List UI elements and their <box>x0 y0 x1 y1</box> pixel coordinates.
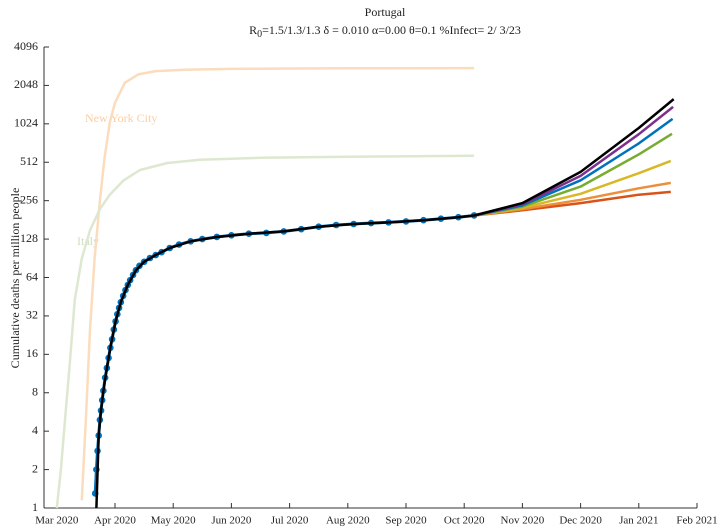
x-tick-label: Feb 2021 <box>676 515 717 527</box>
y-tick-label: 64 <box>26 269 38 283</box>
x-tick-label: Oct 2020 <box>444 515 485 527</box>
x-tick-label: Jun 2020 <box>211 515 252 527</box>
y-tick-label: 4 <box>32 423 38 437</box>
y-tick-label: 2048 <box>14 77 38 91</box>
y-tick-label: 8 <box>32 385 38 399</box>
y-tick-label: 16 <box>26 346 38 360</box>
x-tick-label: Aug 2020 <box>326 515 370 527</box>
line <box>80 66 475 501</box>
chart-title: Portugal <box>365 5 406 19</box>
x-tick-label: Jul 2020 <box>271 515 309 527</box>
y-axis-label: Cumulative deaths per million people <box>8 188 22 369</box>
subtitle-part: =1.5/1.3/1.3 δ = 0.010 α=0.00 θ=0.1 %Inf… <box>262 23 521 37</box>
x-tick-label: Apr 2020 <box>94 515 136 527</box>
x-tick-label: Nov 2020 <box>501 515 545 527</box>
y-tick-label: 4096 <box>14 39 38 53</box>
y-tick-label: 128 <box>20 231 38 245</box>
y-tick-label: 32 <box>26 308 38 322</box>
y-tick-label: 256 <box>20 192 38 206</box>
x-tick-label: Dec 2020 <box>559 515 602 527</box>
annotation: New York City <box>85 111 157 125</box>
line <box>95 98 675 509</box>
y-tick-label: 1 <box>32 500 38 514</box>
x-tick-label: Sep 2020 <box>385 515 427 527</box>
chart-subtitle: R0=1.5/1.3/1.3 δ = 0.010 α=0.00 θ=0.1 %I… <box>249 23 521 41</box>
y-tick-label: 2 <box>32 461 38 475</box>
y-tick-label: 1024 <box>14 116 38 130</box>
y-tick-label: 512 <box>20 154 38 168</box>
x-tick-label: Mar 2020 <box>35 515 79 527</box>
subtitle-part: R <box>249 23 257 37</box>
x-tick-label: Jan 2021 <box>619 515 658 527</box>
subtitle-subscript: 0 <box>257 29 262 40</box>
line <box>55 154 475 509</box>
x-tick-label: May 2020 <box>151 515 196 527</box>
